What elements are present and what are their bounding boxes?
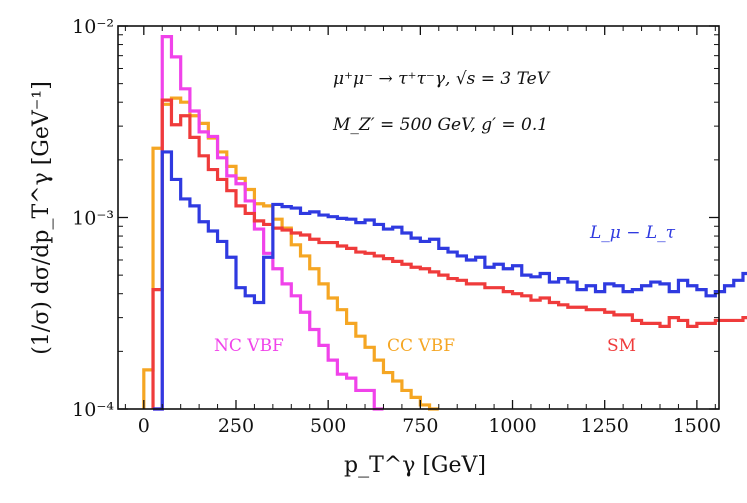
label-nc-vbf: NC VBF bbox=[214, 336, 284, 356]
y-axis-title: (1/σ) dσ/dp_T^γ [GeV⁻¹] bbox=[29, 81, 54, 355]
series-layer bbox=[142, 35, 747, 411]
annotation-parameters: M_Z′ = 500 GeV, g′ = 0.1 bbox=[332, 115, 548, 135]
y-tick-label: 10⁻² bbox=[72, 16, 114, 38]
y-tick-label: 10⁻⁴ bbox=[72, 399, 114, 421]
x-tick-label: 250 bbox=[218, 415, 254, 437]
x-tick-label: 1500 bbox=[673, 415, 721, 437]
series-lmu-ltau bbox=[153, 150, 747, 411]
annotation-process: μ⁺μ⁻ → τ⁺τ⁻γ, √s = 3 TeV bbox=[333, 69, 551, 89]
x-tick-label: 1250 bbox=[581, 415, 629, 437]
x-tick-label: 750 bbox=[402, 415, 438, 437]
x-tick-label: 1000 bbox=[488, 415, 536, 437]
x-tick-label: 500 bbox=[310, 415, 346, 437]
x-tick-label: 0 bbox=[138, 415, 150, 437]
x-axis-title: p_T^γ [GeV] bbox=[344, 453, 486, 478]
y-tick-label: 10⁻³ bbox=[72, 208, 114, 230]
tick-layer: 0 250 500 750 1000 1250 1500 10⁻⁴ 10⁻³ 10⁻² bbox=[72, 16, 721, 437]
series-nc-vbf bbox=[153, 35, 384, 411]
label-sm: SM bbox=[607, 336, 636, 356]
series-sm bbox=[151, 98, 747, 409]
label-cc-vbf: CC VBF bbox=[387, 336, 455, 356]
label-lmu-ltau: L_μ − L_τ bbox=[589, 223, 676, 243]
